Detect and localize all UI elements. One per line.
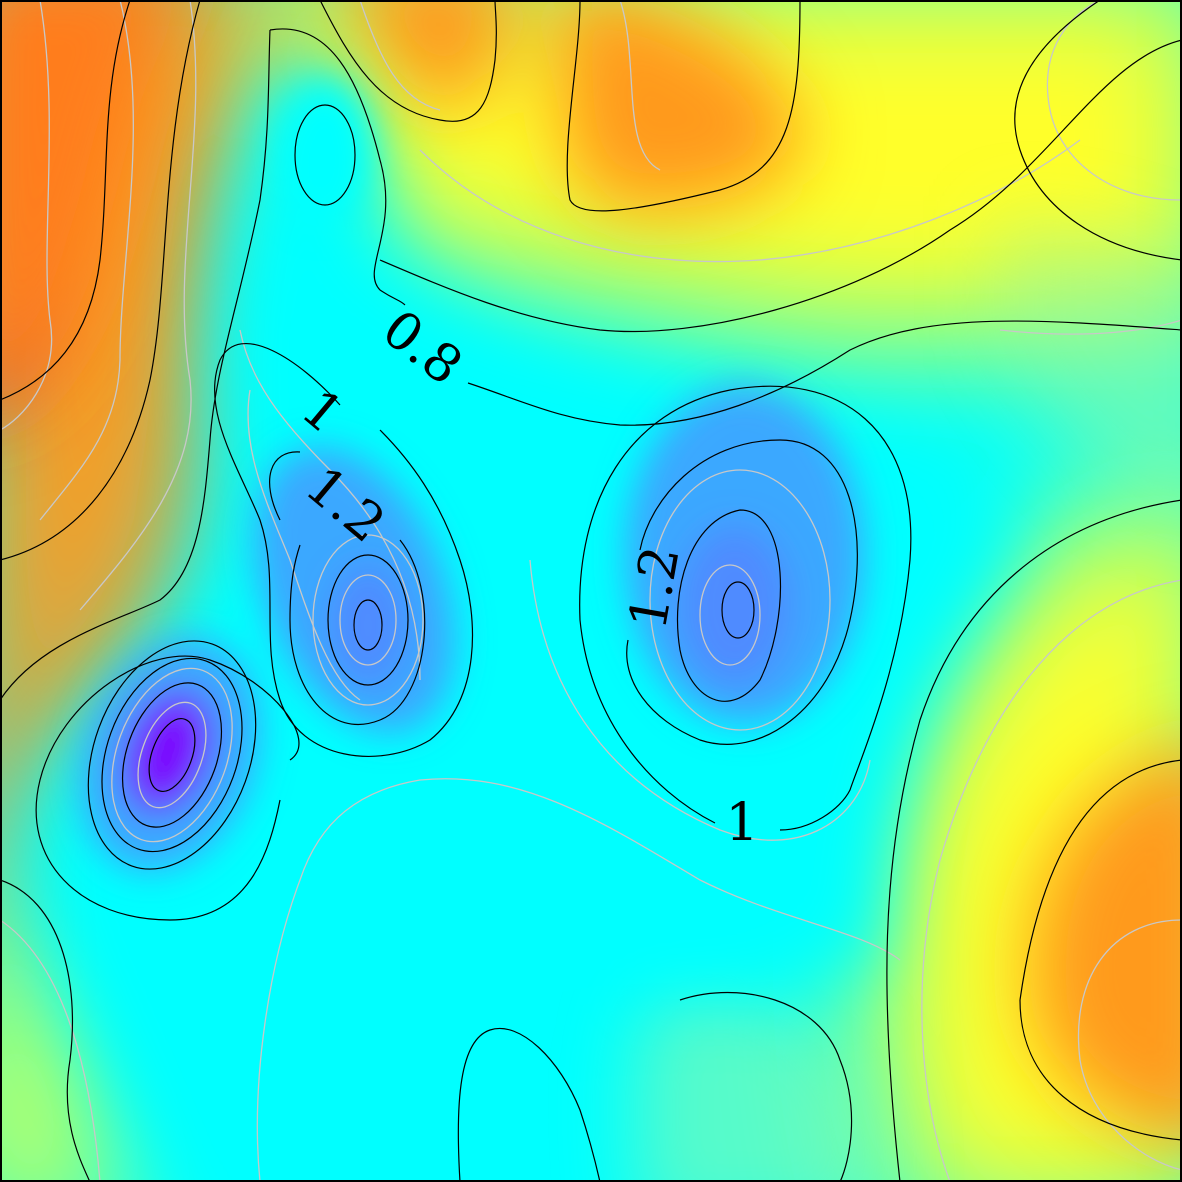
orange-region-right: [1029, 751, 1182, 1142]
contour-line-0.7: [379, 39, 1182, 333]
contour-line-1.2: [626, 439, 858, 745]
contour-line-0.9: [294, 104, 356, 206]
contour-line-1.4: [721, 581, 755, 639]
greenish-region-bottom: [635, 981, 879, 1182]
contour-line-1.3: [327, 554, 409, 686]
contour-line-1.2: [269, 451, 301, 521]
minor-contour-line: [239, 329, 421, 681]
orange-region-top: [352, 0, 514, 111]
minor-contour-ring: [312, 534, 424, 706]
contour-line-1.4: [353, 599, 383, 651]
warm-region-bottom-left: [0, 920, 114, 1182]
minor-contour-line: [419, 139, 1081, 263]
contour-line-0.7: [1014, 0, 1182, 261]
greenish-region-right: [1000, 220, 1182, 511]
contour-line-1.2: [87, 640, 257, 870]
minor-contour-ring: [339, 574, 397, 666]
minor-contour-ring: [649, 469, 831, 731]
contour-line-0.6: [0, 0, 131, 401]
contour-line-0.6: [1019, 999, 1182, 1141]
contour-line-0.8: [886, 499, 1182, 1182]
minor-contour-line: [0, 0, 53, 431]
contour-line-1.4: [121, 682, 223, 828]
contour-line-1: [579, 385, 912, 831]
depression-right-core: [680, 525, 790, 685]
contour-line-0.6: [0, 0, 201, 561]
minor-contour-line: [999, 319, 1182, 335]
minor-contour-line: [247, 389, 361, 701]
contour-line-0.8: [467, 320, 1182, 426]
contour-line-0.6: [566, 0, 801, 212]
minor-contour-line: [921, 579, 1182, 1182]
contour-line-0.8: [269, 28, 406, 306]
cool-region-main: [25, 59, 1010, 1182]
minor-contour-ring: [111, 667, 233, 843]
contour-line-0.6: [1019, 759, 1182, 1001]
cool-lobe-top: [280, 80, 370, 220]
contour-line-1: [35, 655, 300, 921]
minor-contour-line: [619, 0, 661, 171]
contour-line-1: [214, 342, 474, 757]
contour-line-1.2: [289, 539, 426, 726]
minor-contour-line: [256, 778, 901, 1182]
contour-line-1.5: [148, 718, 196, 792]
minor-contour-ring: [699, 564, 761, 666]
contour-line-1.3: [101, 657, 243, 853]
depression-middle-core: [330, 565, 406, 685]
contour-line-0.8: [0, 29, 271, 701]
contour-line-0.8: [0, 879, 91, 1182]
minor-contour-line: [79, 0, 197, 611]
contour-line-0.8: [457, 1027, 601, 1182]
minor-contour-ring: [137, 701, 207, 809]
minor-contour-line: [529, 559, 871, 841]
contour-label-1.2: 1.2: [618, 542, 691, 634]
orange-region-top-right: [556, 0, 803, 212]
minor-contour-line: [39, 0, 134, 521]
minor-contour-line: [0, 919, 101, 1182]
minor-contour-line: [1046, 0, 1181, 201]
minor-contour-line: [359, 0, 441, 111]
contour-label-1: 1: [725, 793, 758, 853]
minor-contour-line: [1077, 919, 1182, 1171]
contour-line-1.3: [676, 509, 782, 702]
contour-line-0.6: [319, 0, 497, 122]
contour-line-0.8: [679, 991, 853, 1182]
